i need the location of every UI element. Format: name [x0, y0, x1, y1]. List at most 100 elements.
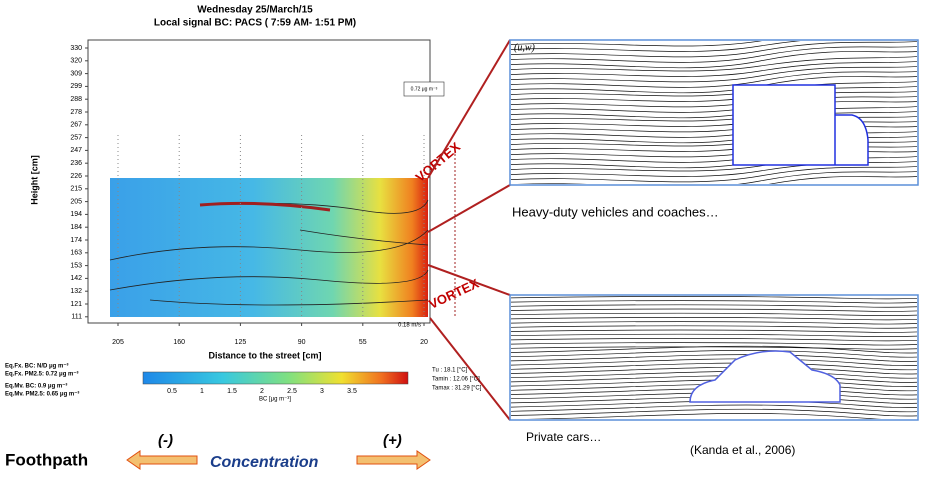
streamline: [511, 329, 917, 333]
streamline: [511, 304, 917, 308]
y-tick-label: 299: [70, 83, 82, 90]
streamline: [511, 346, 917, 350]
streamline: [511, 312, 917, 317]
streamline: [511, 342, 917, 346]
y-tick-label: 247: [70, 147, 82, 154]
streamline: [511, 300, 917, 304]
car-outline: [689, 350, 841, 403]
y-tick-label: 184: [70, 224, 82, 231]
streamline: [511, 41, 801, 52]
truck-outline: [732, 84, 869, 166]
streamline: [511, 66, 917, 83]
left-arrow: [126, 450, 198, 470]
y-tick-label: 320: [70, 58, 82, 65]
plot-title: Wednesday 25/March/15: [197, 5, 313, 16]
value-box: [403, 81, 445, 97]
y-tick-label: 142: [70, 275, 82, 282]
streamline: [511, 41, 917, 58]
temperature-label: Tamax : 31.29 [°C]: [432, 386, 482, 392]
footer-plus: (+): [383, 432, 402, 449]
y-tick-label: 215: [70, 186, 82, 193]
y-tick-label: 236: [70, 160, 82, 167]
source: (Kanda et al., 2006): [690, 443, 795, 457]
footer-minus: (-): [158, 432, 173, 449]
streamline: [511, 166, 917, 183]
y-tick-label: 330: [70, 45, 82, 52]
streamline: [768, 176, 917, 184]
x-axis-label: Distance to the street [cm]: [208, 350, 321, 360]
y-tick-label: 257: [70, 134, 82, 141]
equivalent-label: Eq.Fx. BC: N/D μg m⁻³: [5, 363, 69, 370]
colorbar-tick-label: 3.5: [347, 388, 357, 395]
streamline: [511, 296, 917, 300]
colorbar-tick-label: 1.5: [227, 388, 237, 395]
temperature-label: Tu : 18.1 [°C]: [432, 368, 468, 374]
temperature-label: Tamin : 12.06 [°C]: [432, 377, 480, 383]
colorbar: [142, 371, 409, 385]
streamline: [511, 308, 917, 312]
colorbar-tick-label: 2.5: [287, 388, 297, 395]
streamline: [511, 350, 917, 358]
right-arrow: [356, 450, 431, 470]
car-caption: Private cars…: [526, 430, 601, 444]
streamline: [527, 413, 882, 419]
y-tick-label: 278: [70, 109, 82, 116]
y-tick-label: 226: [70, 173, 82, 180]
streamline: [511, 161, 917, 177]
y-tick-label: 194: [70, 211, 82, 218]
y-tick-label: 309: [70, 70, 82, 77]
equivalent-label: Eq.Mv. BC: 0.9 μg m⁻³: [5, 383, 67, 390]
y-tick-label: 205: [70, 198, 82, 205]
streamline: [511, 51, 917, 69]
streamline: [511, 316, 917, 321]
equivalent-label: Eq.Mv. PM2.5: 0.65 μg m⁻³: [5, 391, 79, 398]
x-tick-label: 160: [173, 339, 185, 346]
connector-lines: [427, 39, 511, 421]
streamline: [511, 333, 917, 338]
colorbar-tick-label: 3: [320, 388, 324, 395]
x-tick-label: 125: [235, 339, 247, 346]
panel-axis-label: (u,w): [514, 42, 536, 53]
x-tick-label: 20: [420, 339, 428, 346]
plot-subtitle: Local signal BC: PACS ( 7:59 AM- 1:51 PM…: [154, 18, 356, 29]
wind-label: 0.18 m/s: [398, 323, 421, 329]
contour-lines: [109, 199, 429, 306]
y-tick-label: 111: [71, 314, 82, 321]
truck-caption: Heavy-duty vehicles and coaches…: [512, 204, 719, 219]
y-tick-label: 153: [70, 262, 82, 269]
colorbar-tick-label: 2: [260, 388, 264, 395]
plume: [199, 201, 331, 212]
plot-frame: [87, 39, 431, 324]
streamline: [511, 56, 917, 72]
equivalent-label: Eq.Fx. PM2.5: 0.72 μg m⁻³: [5, 371, 79, 378]
x-tick-label: 55: [359, 339, 367, 346]
footer-middle: Concentration: [210, 454, 319, 471]
streamline: [511, 156, 917, 172]
colorbar-tick-label: 1: [200, 388, 204, 395]
y-tick-label: 288: [70, 96, 82, 103]
colorbar-label: BC [μg m⁻³]: [259, 397, 291, 403]
streamline: [511, 337, 917, 342]
streamline: [511, 404, 917, 413]
y-tick-label: 121: [70, 301, 82, 308]
footer-left: Foothpath: [5, 450, 88, 469]
value-box-label: 0.72 μg m⁻³: [411, 86, 438, 92]
y-axis-label: Height [cm]: [29, 155, 39, 205]
x-tick-label: 90: [298, 339, 306, 346]
y-tick-label: 163: [70, 250, 82, 257]
y-tick-label: 132: [70, 288, 82, 295]
streamline: [511, 46, 917, 63]
x-tick-label: 205: [112, 339, 124, 346]
y-tick-label: 174: [70, 237, 82, 244]
streamline: [511, 321, 917, 325]
streamline: [511, 41, 763, 47]
colorbar-tick-label: 0.5: [167, 388, 177, 395]
streamline: [511, 325, 917, 329]
streamline: [511, 408, 917, 417]
y-tick-label: 267: [70, 122, 82, 129]
streamline: [511, 71, 917, 88]
streamline: [511, 61, 917, 77]
streamline: [517, 171, 917, 184]
streamline: [511, 345, 917, 354]
